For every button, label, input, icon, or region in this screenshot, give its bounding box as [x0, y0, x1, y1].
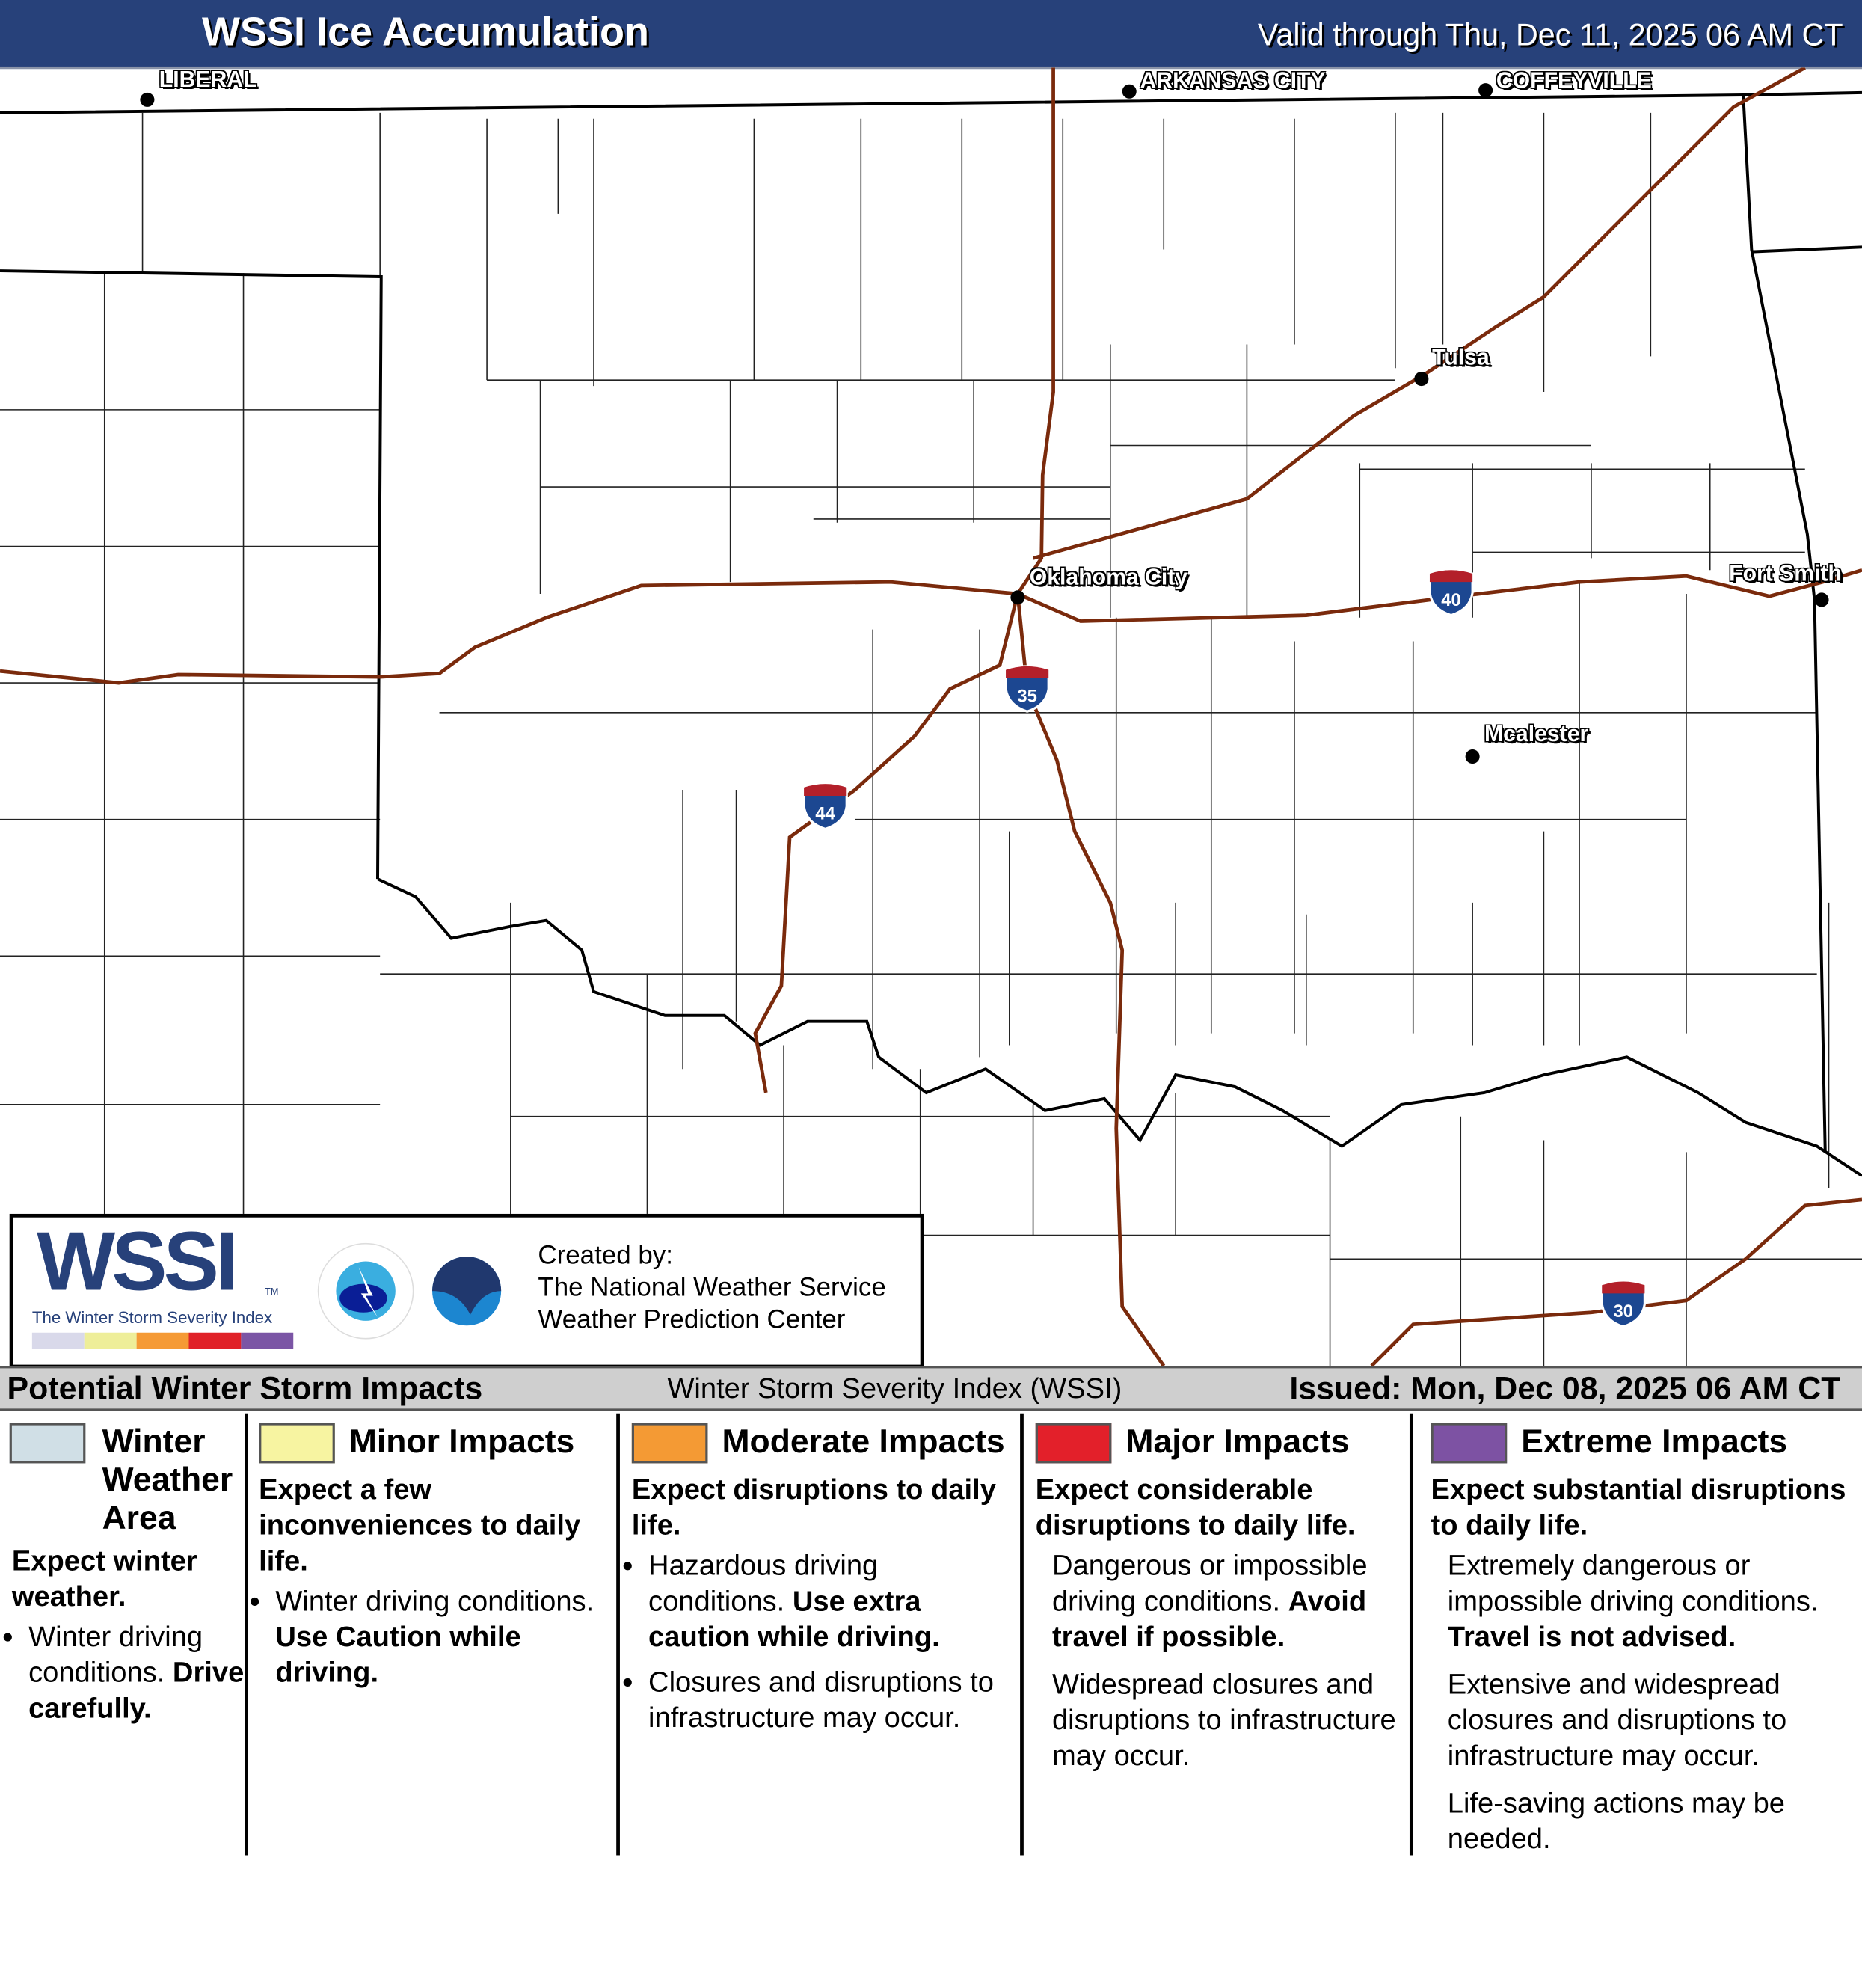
created-by-label: Created by: — [538, 1239, 673, 1270]
bullet-text: Extensive and widespread closures and di… — [1447, 1669, 1787, 1773]
category-name: Minor Impacts — [348, 1423, 575, 1460]
divider — [616, 1413, 620, 1856]
noaa-logo-icon — [419, 1243, 514, 1339]
bullet-emphasis: Travel is not advised. — [1447, 1621, 1736, 1654]
city-label-liberal: LIBERAL — [159, 67, 257, 93]
interstate-44-line — [753, 593, 1020, 1093]
interstate-30-shield-icon: 30 — [1600, 1280, 1646, 1328]
legend-index-name: Winter Storm Severity Index (WSSI) — [667, 1372, 1122, 1405]
map-title: WSSI Ice Accumulation — [201, 9, 649, 55]
bullet-text: Extremely dangerous or impossible drivin… — [1447, 1550, 1819, 1618]
city-label-oklahoma-city: Oklahoma City — [1029, 565, 1188, 591]
color-swatch — [136, 1332, 189, 1349]
bullet-text: Dangerous or impossible driving conditio… — [1051, 1550, 1368, 1618]
bullet-emphasis: Use Caution while driving. — [275, 1621, 521, 1690]
wssi-map-graphic: WSSI Ice Accumulation Valid through Thu,… — [0, 0, 1862, 1862]
wssi-tagline: The Winter Storm Severity Index — [31, 1307, 273, 1327]
map-canvas — [0, 67, 1862, 1367]
category-name: Moderate Impacts — [722, 1423, 1005, 1460]
category-name: Winter Weather Area — [102, 1423, 233, 1536]
color-swatch — [188, 1332, 242, 1349]
category-summary: Expect winter weather. — [11, 1545, 197, 1613]
city-label-fort-smith: Fort Smith — [1729, 562, 1843, 587]
interstate-44-shield-icon: 44 — [802, 782, 848, 831]
texas-panhandle-border — [0, 269, 383, 880]
color-swatch — [241, 1332, 294, 1349]
swatch-minor — [259, 1423, 335, 1464]
city-dot-oklahoma-city — [1010, 590, 1025, 605]
bullet-emphasis: Avoid travel if possible. — [1051, 1585, 1367, 1654]
turnpike-line — [1032, 67, 1806, 560]
creator-wpc: Weather Prediction Center — [538, 1304, 846, 1334]
city-label-mcalester: Mcalester — [1484, 722, 1589, 747]
shield-number: 30 — [1614, 1301, 1634, 1322]
divider — [1409, 1413, 1413, 1856]
category-summary: Expect considerable disruptions to daily… — [1035, 1473, 1356, 1542]
wssi-logo: WSSI — [37, 1215, 239, 1308]
interstate-30-line — [1370, 1197, 1862, 1367]
city-dot-liberal — [140, 92, 155, 107]
category-summary: Expect substantial disruptions to daily … — [1431, 1473, 1846, 1542]
city-label-coffeyville: COFFEYVILLE — [1496, 69, 1652, 94]
shield-number: 40 — [1441, 590, 1460, 610]
interstate-40-line — [0, 568, 1862, 685]
bullet-emphasis: Drive carefully. — [28, 1657, 245, 1725]
city-dot-fort-smith — [1814, 592, 1829, 607]
kansas-oklahoma-border — [0, 90, 1862, 114]
shield-number: 35 — [1017, 687, 1036, 707]
county-lines — [0, 112, 1862, 1366]
nws-logo-icon — [317, 1242, 414, 1340]
city-dot-tulsa — [1414, 372, 1429, 387]
city-label-arkansas-city: ARKANSAS CITY — [1140, 69, 1326, 94]
city-dot-mcalester — [1465, 749, 1480, 764]
city-dot-arkansas-city — [1122, 84, 1137, 99]
city-label-tulsa: Tulsa — [1432, 346, 1490, 371]
valid-time: Valid through Thu, Dec 11, 2025 06 AM CT — [1257, 16, 1843, 52]
trademark: TM — [265, 1286, 279, 1298]
bullet-text: Closures and disruptions to infrastructu… — [648, 1666, 994, 1734]
city-dots — [140, 83, 1829, 764]
color-swatch — [31, 1332, 85, 1349]
legend-header-bar: Potential Winter Storm Impacts Winter St… — [0, 1366, 1862, 1411]
swatch-winter-weather — [9, 1423, 86, 1464]
divider — [245, 1413, 248, 1856]
bullet-text: Hazardous driving conditions. — [648, 1550, 879, 1618]
divider — [1020, 1413, 1024, 1856]
missouri-border — [1751, 245, 1862, 254]
creator-nws: The National Weather Service — [538, 1271, 886, 1302]
interstate-35-shield-icon: 35 — [1004, 665, 1050, 713]
category-summary: Expect disruptions to daily life. — [631, 1473, 996, 1542]
state-borders — [0, 90, 1862, 1177]
interstate-35-line — [1016, 67, 1166, 1367]
category-name: Extreme Impacts — [1521, 1423, 1788, 1460]
swatch-major — [1035, 1423, 1112, 1464]
interstates — [0, 67, 1862, 1367]
color-swatch — [84, 1332, 137, 1349]
shield-number: 44 — [815, 804, 835, 824]
category-name: Major Impacts — [1125, 1423, 1350, 1460]
swatch-extreme — [1431, 1423, 1508, 1464]
severity-color-bar — [31, 1332, 294, 1349]
bullet-text: Winter driving conditions. — [275, 1585, 594, 1618]
created-by: Created by: The National Weather Service… — [538, 1239, 885, 1335]
bullet-text: Life-saving actions may be needed. — [1447, 1787, 1786, 1856]
category-summary: Expect a few inconveniences to daily lif… — [259, 1473, 581, 1577]
arkansas-border — [1742, 94, 1827, 1153]
logo-box: WSSI TM The Winter Storm Severity Index … — [9, 1213, 924, 1369]
header: WSSI Ice Accumulation Valid through Thu,… — [0, 0, 1862, 70]
bullet-text: Winter driving conditions. — [28, 1621, 203, 1690]
city-dot-coffeyville — [1478, 83, 1493, 98]
issued-time: Issued: Mon, Dec 08, 2025 06 AM CT — [1289, 1370, 1841, 1407]
red-river-border — [377, 877, 1862, 1177]
swatch-moderate — [631, 1423, 708, 1464]
bullet-text: Widespread closures and disruptions to i… — [1051, 1669, 1396, 1773]
bullet-emphasis: Use extra caution while driving. — [648, 1585, 940, 1654]
interstate-40-shield-icon: 40 — [1428, 568, 1474, 617]
legend-title: Potential Winter Storm Impacts — [7, 1370, 483, 1407]
